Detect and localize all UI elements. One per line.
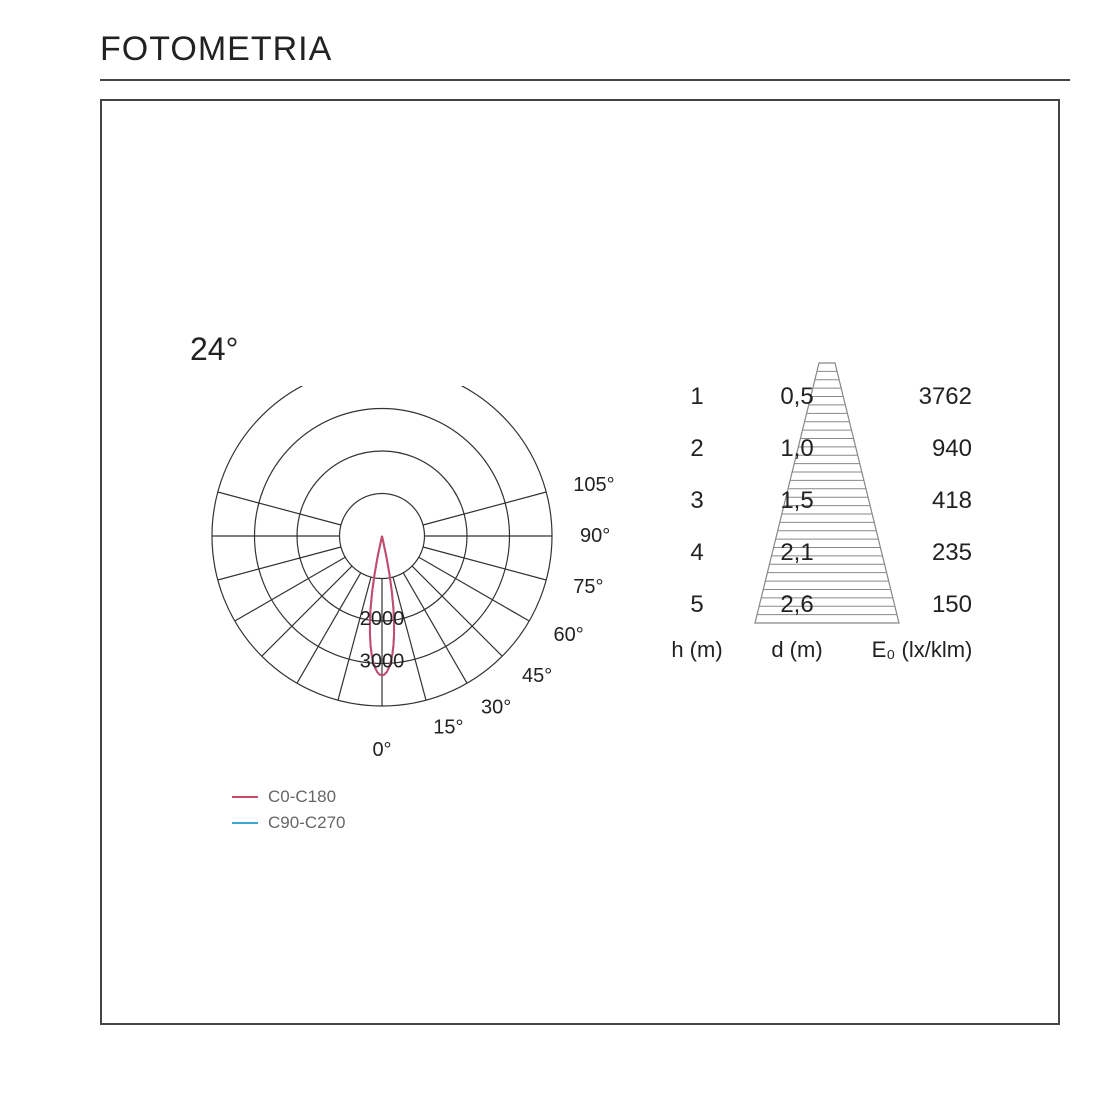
cell-e: 940 xyxy=(862,435,982,463)
cell-h: 5 xyxy=(662,591,732,619)
col-h-header: h (m) xyxy=(662,637,732,663)
table-row: 21,0940 xyxy=(662,423,1032,475)
cell-d: 2,6 xyxy=(732,591,862,619)
cell-h: 1 xyxy=(662,383,732,411)
svg-text:75°: 75° xyxy=(573,576,603,598)
cell-d: 1,5 xyxy=(732,487,862,515)
svg-text:2000: 2000 xyxy=(360,608,405,630)
svg-text:15°: 15° xyxy=(433,716,463,738)
cell-e: 150 xyxy=(862,591,982,619)
cell-e: 235 xyxy=(862,539,982,567)
cell-h: 2 xyxy=(662,435,732,463)
cell-d: 2,1 xyxy=(732,539,862,567)
svg-text:105°: 105° xyxy=(573,474,614,496)
table-row: 10,53762 xyxy=(662,371,1032,423)
cell-d: 1,0 xyxy=(732,435,862,463)
table-row: 42,1235 xyxy=(662,527,1032,579)
title-rule xyxy=(100,79,1070,81)
cell-h: 3 xyxy=(662,487,732,515)
section-title: FOTOMETRIA xyxy=(100,30,1070,69)
legend-swatch xyxy=(232,822,258,824)
legend-item: C90-C270 xyxy=(232,810,632,836)
page: FOTOMETRIA 24° 0°15°30°45°60°75°90°105°2… xyxy=(0,0,1100,1100)
col-d-header: d (m) xyxy=(732,637,862,663)
cell-h: 4 xyxy=(662,539,732,567)
table-row: 52,6150 xyxy=(662,579,1032,631)
legend: C0-C180 C90-C270 xyxy=(232,784,632,836)
svg-text:45°: 45° xyxy=(522,665,552,687)
content-frame: 24° 0° 15° 30° 45°60° 75° 90° 105° 2000 3000 C0-… xyxy=(100,99,1060,1025)
legend-label: C90-C270 xyxy=(268,813,346,833)
table-header: h (m) d (m) E₀ (lx/klm) xyxy=(662,637,1032,663)
svg-text:0°: 0° xyxy=(372,739,391,761)
cell-e: 3762 xyxy=(862,383,982,411)
illuminance-table: 10,5376221,094031,541842,123552,6150 h (… xyxy=(662,371,1032,663)
polar-diagram: 24° 0° 15° 30° 45°60° 75° 90° 105° 2000 3000 C0-… xyxy=(172,331,632,836)
beam-angle-label: 24° xyxy=(190,331,632,368)
table-row: 31,5418 xyxy=(662,475,1032,527)
cell-d: 0,5 xyxy=(732,383,862,411)
svg-text:3000: 3000 xyxy=(360,651,405,673)
polar-svg: 0° 15° 30° 45°60° 75° 90° 105° 2000 3000 xyxy=(172,386,672,766)
col-e-header: E₀ (lx/klm) xyxy=(862,637,982,663)
svg-text:90°: 90° xyxy=(580,525,610,547)
legend-label: C0-C180 xyxy=(268,787,336,807)
legend-item: C0-C180 xyxy=(232,784,632,810)
cell-e: 418 xyxy=(862,487,982,515)
svg-text:30°: 30° xyxy=(481,696,511,718)
legend-swatch xyxy=(232,796,258,798)
svg-text:60°: 60° xyxy=(553,624,583,646)
